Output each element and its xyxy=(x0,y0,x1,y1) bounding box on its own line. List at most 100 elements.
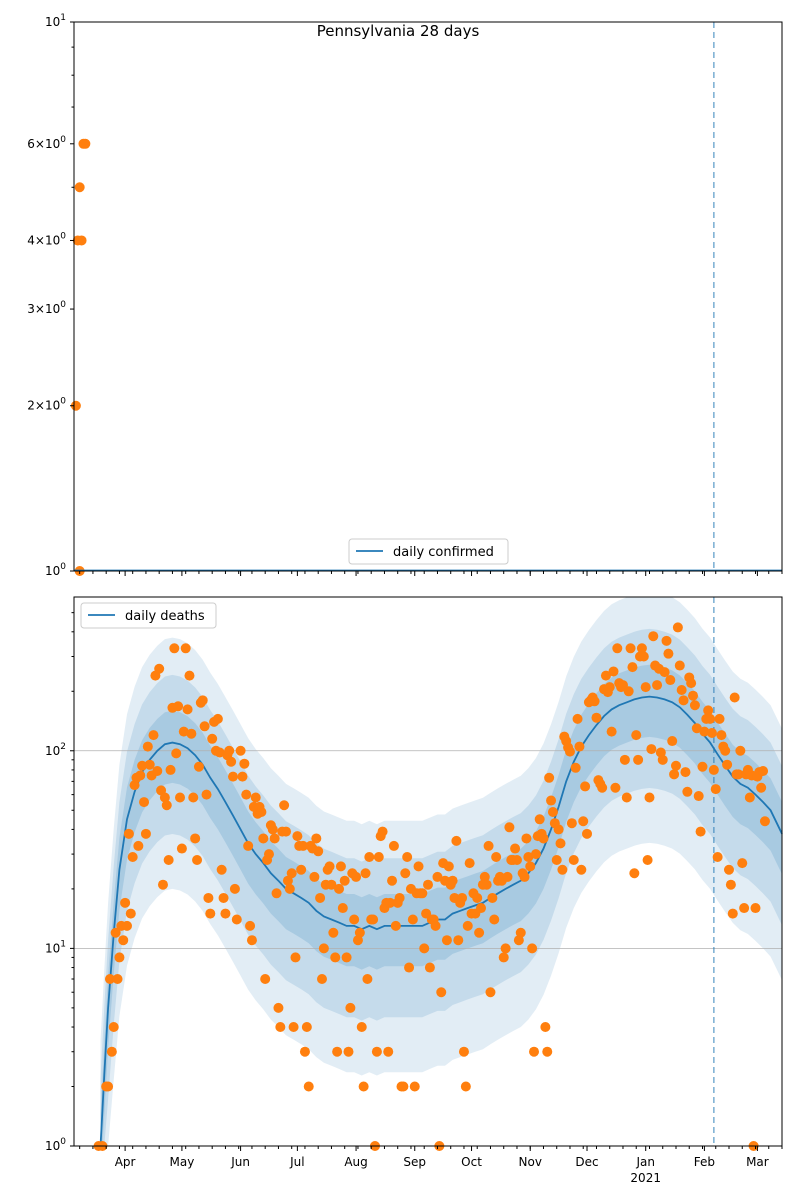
data-point xyxy=(472,892,483,903)
data-point xyxy=(385,897,396,908)
data-point xyxy=(197,695,208,706)
data-point xyxy=(390,920,401,931)
data-point xyxy=(404,962,415,973)
data-point xyxy=(424,962,435,973)
data-point xyxy=(303,1081,314,1092)
data-point xyxy=(218,892,229,903)
data-point xyxy=(489,914,500,925)
data-point xyxy=(360,868,371,879)
x-tick-label: Apr xyxy=(115,1155,136,1169)
data-point xyxy=(139,797,150,808)
data-point xyxy=(212,713,223,724)
data-point xyxy=(351,871,362,882)
deaths-y-ticks: 100 101 102 xyxy=(45,612,74,1153)
data-point xyxy=(706,728,717,739)
data-point xyxy=(288,1022,299,1033)
data-point xyxy=(458,1046,469,1057)
data-point xyxy=(597,782,608,793)
x-tick-label: May xyxy=(169,1155,194,1169)
data-point xyxy=(377,826,388,837)
data-point xyxy=(193,761,204,772)
data-point xyxy=(600,670,611,681)
data-point xyxy=(699,726,710,737)
data-point xyxy=(402,852,413,863)
data-point xyxy=(500,943,511,954)
data-point xyxy=(723,864,734,875)
data-point xyxy=(330,952,341,963)
data-point xyxy=(710,784,721,795)
data-point xyxy=(568,855,579,866)
data-point xyxy=(282,875,293,886)
x-year-label: 2021 xyxy=(630,1171,661,1185)
data-point xyxy=(243,840,254,851)
data-point xyxy=(106,1046,117,1057)
data-point xyxy=(175,792,186,803)
data-point xyxy=(407,914,418,925)
data-point xyxy=(256,806,267,817)
data-point xyxy=(235,745,246,756)
y-tick-label: 6×100 xyxy=(27,135,66,151)
confirmed-legend: daily confirmed xyxy=(348,538,509,565)
data-point xyxy=(237,771,248,782)
data-point xyxy=(527,943,538,954)
data-point xyxy=(74,182,85,193)
data-point xyxy=(423,879,433,890)
data-point xyxy=(364,852,375,863)
data-point xyxy=(636,643,647,654)
data-point xyxy=(226,756,237,767)
data-point xyxy=(725,879,736,890)
data-point xyxy=(123,828,134,839)
data-point xyxy=(453,935,464,946)
data-point xyxy=(485,987,496,998)
confirmed-y-ticks: 100 2×100 3×100 4×100 6×100 101 xyxy=(27,13,74,578)
data-point xyxy=(388,840,399,851)
data-point xyxy=(744,792,755,803)
data-point xyxy=(667,736,678,747)
data-point xyxy=(169,643,180,654)
data-point xyxy=(640,682,651,693)
data-point xyxy=(619,754,630,765)
data-point xyxy=(316,973,327,984)
data-point xyxy=(337,903,348,914)
data-point xyxy=(521,833,532,844)
data-point xyxy=(231,914,242,925)
data-point xyxy=(648,631,659,642)
y-tick-label: 3×100 xyxy=(27,300,66,316)
data-point xyxy=(152,766,163,777)
data-point xyxy=(447,875,458,886)
data-point xyxy=(553,824,564,835)
data-point xyxy=(708,764,719,775)
data-point xyxy=(228,771,239,782)
data-point xyxy=(756,782,767,793)
data-point xyxy=(727,908,738,919)
data-point xyxy=(125,908,136,919)
data-point xyxy=(176,843,187,854)
data-point xyxy=(513,935,524,946)
data-point xyxy=(670,760,681,771)
data-point xyxy=(140,828,151,839)
legend-label: daily deaths xyxy=(125,609,205,624)
data-point xyxy=(661,635,672,646)
data-point xyxy=(722,759,733,770)
data-point xyxy=(716,730,727,741)
data-point xyxy=(354,927,365,938)
data-point xyxy=(703,705,714,716)
uncertainty-bands xyxy=(100,597,782,1146)
data-point xyxy=(464,858,475,869)
y-tick-label: 102 xyxy=(45,742,66,758)
data-point xyxy=(328,927,339,938)
data-point xyxy=(267,824,278,835)
data-point xyxy=(574,741,585,752)
data-point xyxy=(462,920,473,931)
data-point xyxy=(676,685,687,696)
data-point xyxy=(192,855,203,866)
x-tick-label: Dec xyxy=(575,1155,598,1169)
data-point xyxy=(273,1002,284,1013)
data-point xyxy=(186,728,197,739)
data-point xyxy=(165,764,176,775)
data-point xyxy=(343,1046,354,1057)
data-point xyxy=(362,973,373,984)
data-point xyxy=(750,903,761,914)
data-point xyxy=(241,789,252,800)
data-point xyxy=(296,864,307,875)
